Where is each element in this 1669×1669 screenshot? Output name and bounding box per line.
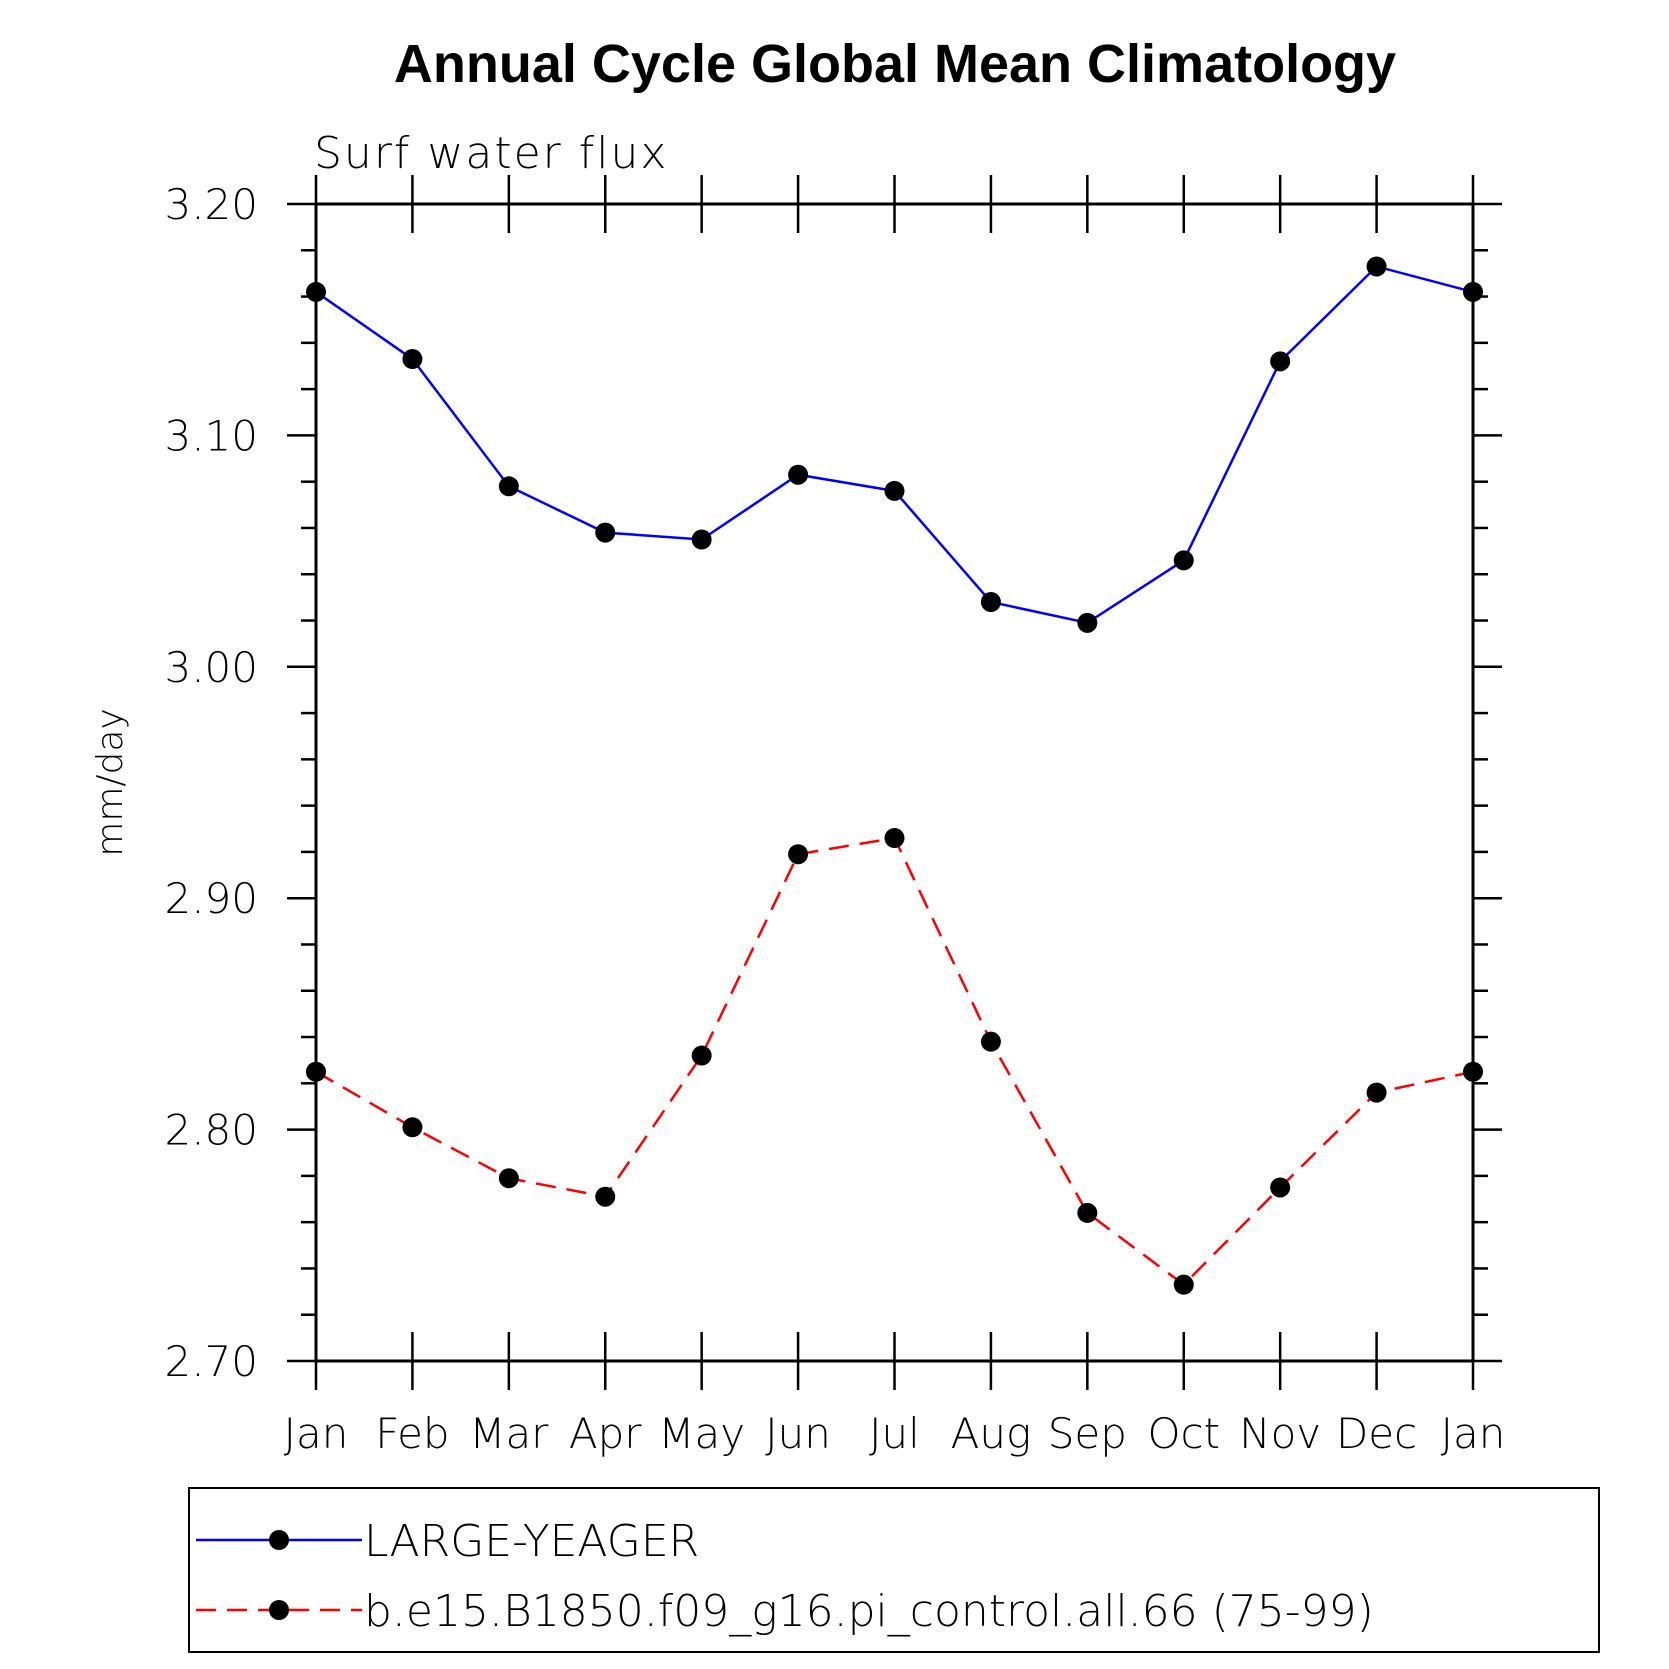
data-point	[306, 281, 326, 302]
legend-box	[188, 1487, 1600, 1653]
x-tick-label: Aug	[951, 1409, 1032, 1458]
x-tick-label: Dec	[1336, 1409, 1417, 1458]
x-tick-label: Mar	[469, 1409, 549, 1458]
y-tick-label: 2.70	[164, 1337, 258, 1386]
legend-label: b.e15.B1850.f09_g16.pi_control.all.66 (7…	[364, 1586, 1374, 1637]
data-point	[884, 828, 905, 849]
legend-swatch-marker	[269, 1600, 289, 1620]
x-tick-label: Jan	[284, 1409, 349, 1458]
x-tick-label: May	[658, 1409, 745, 1458]
data-point	[1270, 351, 1291, 372]
x-tick-label: Sep	[1048, 1409, 1127, 1458]
y-tick-label: 3.20	[164, 180, 258, 229]
y-tick-label: 3.00	[164, 643, 258, 692]
y-axis-ticks: 2.70 2.80 2.90 3.00 3.10 3.20	[164, 180, 1502, 1386]
legend-entry: b.e15.B1850.f09_g16.pi_control.all.66 (7…	[196, 1586, 1374, 1637]
data-point	[691, 1045, 712, 1066]
x-tick-label: Oct	[1147, 1409, 1220, 1458]
data-point	[498, 1168, 519, 1189]
y-tick-label: 3.10	[164, 411, 258, 460]
series-layer	[306, 256, 1483, 1295]
data-point	[788, 844, 809, 865]
legend-label: LARGE-YEAGER	[364, 1516, 699, 1567]
y-tick-label: 2.80	[164, 1106, 258, 1155]
data-point	[1077, 612, 1098, 633]
data-point	[595, 1186, 616, 1207]
data-point	[1463, 1061, 1483, 1082]
x-tick-label: Nov	[1239, 1409, 1321, 1458]
data-point	[498, 476, 519, 497]
data-point	[788, 464, 809, 485]
data-point	[1463, 281, 1483, 302]
data-point	[402, 349, 423, 370]
x-tick-label: Jul	[869, 1409, 920, 1458]
x-tick-label: Jan	[1441, 1409, 1506, 1458]
data-point	[1366, 256, 1387, 277]
series-1	[306, 256, 1483, 633]
data-point	[1173, 550, 1194, 571]
y-tick-label: 2.90	[164, 874, 258, 923]
data-point	[1366, 1082, 1387, 1103]
data-point	[691, 529, 712, 550]
x-tick-label: Apr	[569, 1409, 642, 1458]
x-tick-label: Jun	[765, 1409, 831, 1458]
series-2	[306, 828, 1483, 1295]
data-point	[980, 592, 1001, 613]
chart-subtitle: Surf water flux	[314, 128, 668, 179]
legend-swatch-marker	[269, 1530, 289, 1550]
x-tick-label: Feb	[375, 1409, 449, 1458]
chart-title: Annual Cycle Global Mean Climatology	[394, 34, 1396, 94]
series-line	[315, 265, 1474, 625]
data-point	[1173, 1274, 1194, 1295]
data-point	[402, 1117, 423, 1138]
legend-entry: LARGE-YEAGER	[196, 1516, 699, 1567]
data-point	[1077, 1202, 1098, 1223]
plot-border	[314, 202, 1475, 1363]
data-point	[306, 1061, 326, 1082]
x-axis-ticks: Jan Feb Mar Apr May Jun Jul Aug Sep Oct Nov Dec Jan	[284, 175, 1506, 1458]
data-point	[884, 480, 905, 501]
data-point	[1270, 1177, 1291, 1198]
legend-entries: LARGE-YEAGER b.e15.B1850.f09_g16.pi_contr…	[196, 1516, 1374, 1637]
data-point	[980, 1031, 1001, 1052]
y-axis-label: mm/day	[90, 708, 131, 856]
plot-frame	[314, 202, 1475, 1363]
data-point	[595, 522, 616, 543]
legend: LARGE-YEAGER b.e15.B1850.f09_g16.pi_contr…	[188, 1487, 1600, 1653]
series-line	[315, 836, 1474, 1287]
